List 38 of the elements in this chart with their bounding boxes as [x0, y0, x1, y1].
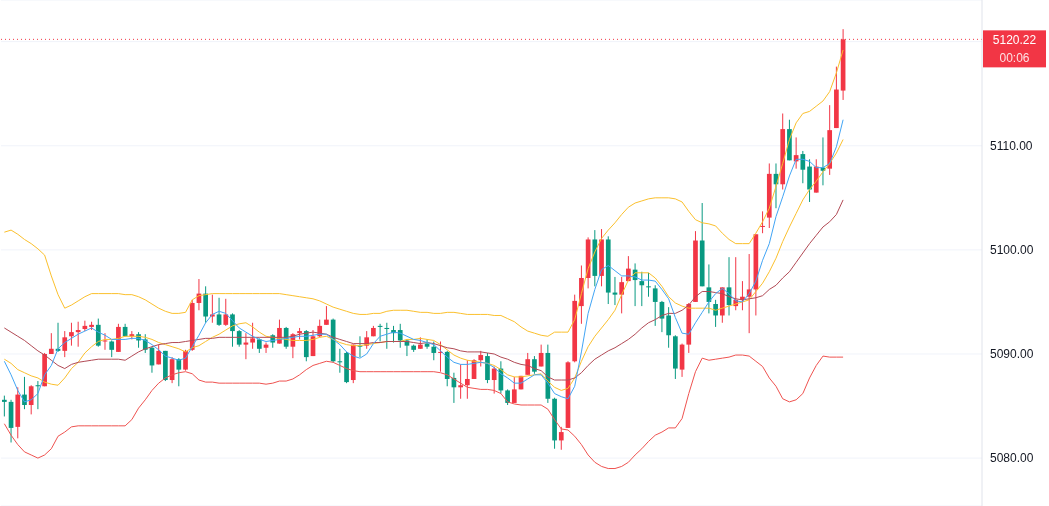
ref-line-label: 5120.22 — [992, 33, 1037, 48]
candlestick — [666, 306, 671, 349]
candlestick — [176, 357, 182, 387]
candlestick — [431, 341, 437, 361]
candlestick — [28, 384, 34, 415]
candlestick — [2, 395, 7, 417]
line-series — [3, 49, 844, 337]
candlestick — [458, 363, 463, 400]
candlestick — [800, 150, 806, 184]
candlestick — [223, 298, 229, 327]
candlestick — [491, 365, 497, 395]
candlestick — [324, 305, 329, 326]
y-tick-label: 5080.00 — [990, 451, 1034, 466]
candlestick — [646, 272, 651, 298]
candlestick — [62, 330, 68, 358]
candlestick — [216, 297, 222, 327]
candlestick — [48, 332, 54, 355]
candlestick — [485, 352, 490, 384]
y-tick-label: 5110.00 — [990, 139, 1033, 154]
candlestick — [337, 348, 343, 374]
candlestick — [652, 284, 658, 327]
y-tick-label: 5100.00 — [990, 243, 1034, 258]
y-tick-label: 5090.00 — [990, 347, 1034, 362]
line-series — [3, 354, 844, 470]
candlestick — [464, 359, 470, 400]
line-series — [3, 199, 844, 381]
candlestick — [639, 271, 645, 307]
candlestick — [75, 321, 81, 348]
candlestick — [807, 158, 812, 203]
candlestick — [203, 285, 208, 324]
candlestick — [69, 322, 74, 347]
candlestick — [619, 276, 625, 314]
candlestick — [525, 352, 531, 376]
candlestick — [250, 322, 255, 350]
candlestick — [511, 376, 517, 404]
candlestick — [558, 426, 564, 451]
text: 00:06 — [999, 51, 1030, 66]
candlestick — [384, 322, 390, 350]
